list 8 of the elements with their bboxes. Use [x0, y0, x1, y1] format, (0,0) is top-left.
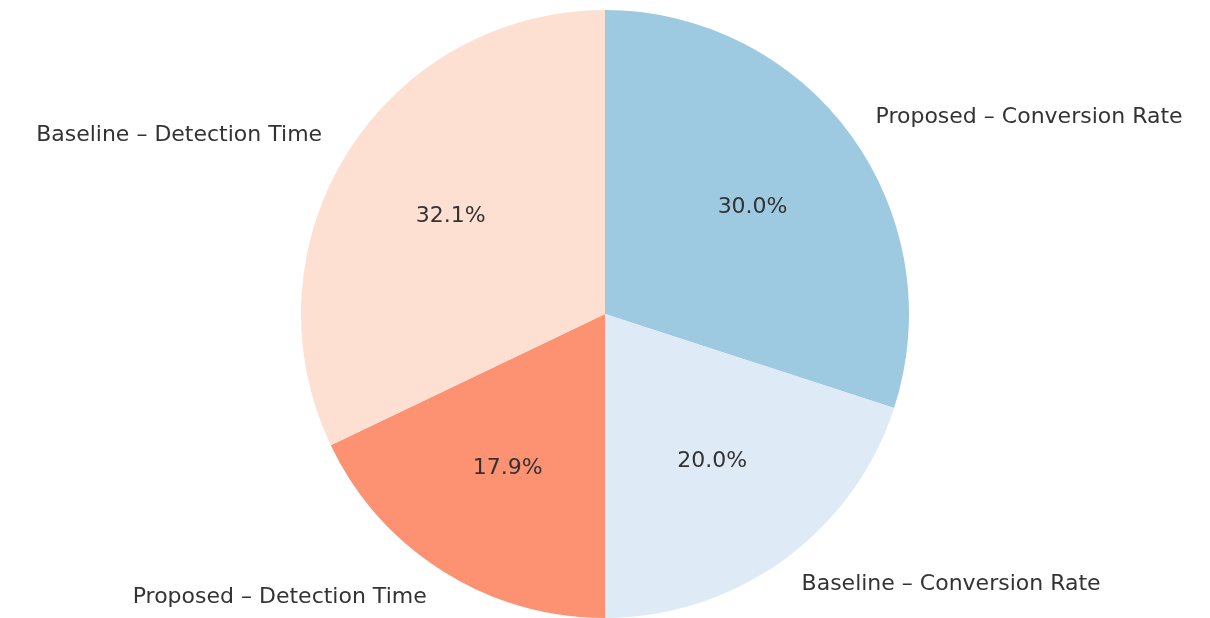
slice-label: Baseline – Conversion Rate: [801, 570, 1101, 596]
data-label: 17.9%: [472, 454, 543, 480]
slice-label: Proposed – Detection Time: [132, 582, 427, 608]
data-label: 32.1%: [415, 202, 486, 228]
data-label: 20.0%: [677, 447, 748, 473]
slice-label: Proposed – Conversion Rate: [875, 103, 1183, 129]
slice-label: Baseline – Detection Time: [36, 121, 323, 147]
data-label: 30.0%: [717, 192, 788, 218]
